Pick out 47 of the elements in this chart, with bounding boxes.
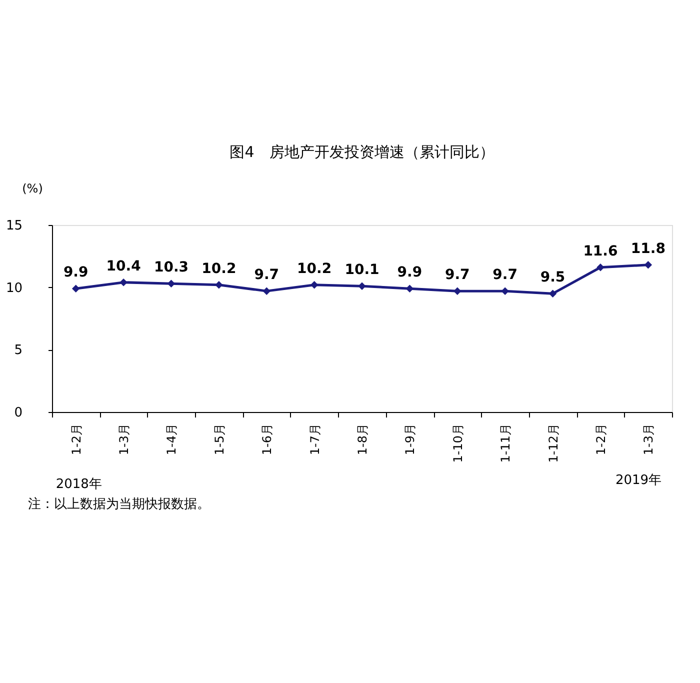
point — [358, 282, 366, 290]
point — [454, 287, 462, 295]
point — [262, 287, 270, 295]
y-axis-title: (%) — [22, 182, 43, 196]
data-label: 10.3 — [154, 260, 189, 276]
data-label: 9.7 — [444, 267, 470, 284]
x-tick-label: 1-10月 — [450, 424, 465, 463]
text: 注：以上数据为当期快报数据。 — [28, 497, 210, 512]
x-tick-label: 1-6月 — [260, 424, 274, 456]
x-tick-label: 1-3月 — [117, 424, 132, 456]
x-tick-label: 1-3月 — [642, 424, 656, 456]
x-tick-label: 1-9月 — [403, 424, 418, 456]
point — [310, 280, 318, 289]
data-label: 10.1 — [344, 262, 380, 278]
data-label: 10.2 — [297, 260, 332, 277]
data-label: 10.2 — [202, 260, 236, 277]
data-label: 9.5 — [540, 270, 566, 286]
text: 2018年 — [56, 477, 102, 492]
data-label: 9.7 — [254, 267, 280, 284]
y-tick-label: 0 — [14, 406, 22, 420]
y-tick-label: 15 — [6, 218, 22, 234]
data-label: 11.6 — [583, 243, 618, 260]
x-tick-label: 1-2月 — [69, 424, 84, 456]
x-tick-label: 1-11月 — [498, 424, 513, 463]
x-tick-label: 1-12月 — [546, 424, 560, 463]
data-label: 9.9 — [397, 264, 422, 281]
chart-title: 图4 房地产开发投资增速（累计同比） — [230, 143, 494, 161]
point — [501, 287, 509, 295]
point — [215, 280, 223, 289]
text: 2019年 — [615, 473, 662, 488]
x-tick-label: 1-5月 — [212, 424, 226, 456]
point — [548, 290, 557, 298]
point — [406, 284, 414, 292]
x-tick-label: 1-7月 — [308, 424, 322, 456]
point — [72, 284, 80, 292]
x-tick-label: 1-8月 — [356, 424, 370, 456]
x-tick-label: 1-2月 — [594, 424, 608, 456]
point — [120, 278, 128, 286]
point — [644, 261, 652, 269]
data-label: 10.4 — [106, 258, 142, 274]
data-label: 9.9 — [63, 264, 88, 281]
data-label: 9.7 — [492, 267, 518, 284]
point — [596, 264, 604, 272]
data-label: 11.8 — [630, 240, 666, 257]
y-tick-label: 10 — [6, 280, 22, 296]
x-tick-label: 1-4月 — [164, 424, 179, 456]
y-tick-label: 5 — [14, 343, 22, 358]
